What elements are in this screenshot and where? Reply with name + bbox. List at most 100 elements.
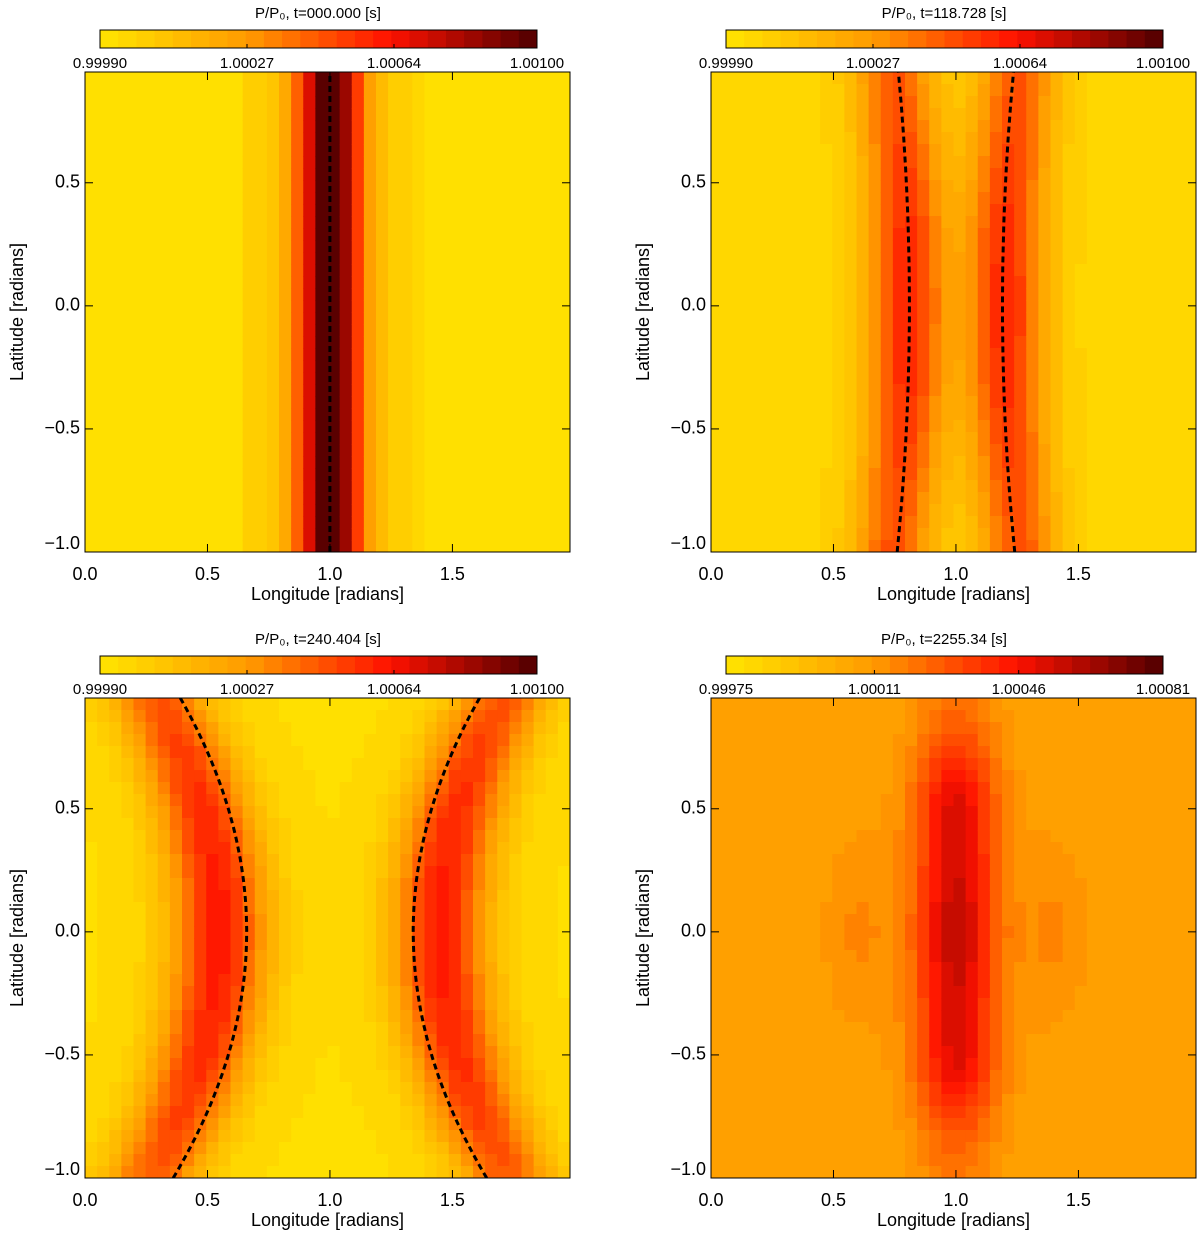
contour-cell (182, 770, 195, 783)
contour-cell (905, 528, 918, 541)
contour-cell (1111, 528, 1124, 541)
colorbar-tick-label: 1.00064 (367, 55, 421, 72)
contour-cell (1086, 96, 1100, 109)
contour-cell (230, 926, 244, 939)
contour-cell (521, 1010, 535, 1023)
contour-cell (85, 950, 98, 963)
contour-cell (291, 204, 304, 217)
contour-cell (169, 324, 183, 337)
contour-cell (339, 1058, 353, 1071)
contour-cell (97, 962, 110, 975)
contour-cell (376, 830, 389, 843)
contour-cell (1062, 192, 1076, 205)
contour-cell (436, 360, 450, 373)
contour-cell (941, 180, 955, 193)
contour-cell (533, 962, 547, 975)
contour-cell (473, 252, 486, 265)
contour-cell (844, 300, 858, 313)
contour-cell (1135, 300, 1149, 313)
contour-cell (194, 72, 207, 85)
contour-cell (266, 926, 280, 939)
contour-cell (460, 108, 474, 121)
contour-cell (485, 132, 498, 145)
contour-cell (388, 132, 401, 145)
contour-cell (497, 84, 510, 97)
contour-cell (473, 72, 486, 85)
contour-cell (533, 204, 547, 217)
colorbar-swatch (100, 30, 119, 48)
contour-cell (121, 794, 135, 807)
contour-cell (194, 192, 207, 205)
contour-cell (194, 1142, 207, 1155)
contour-cell (303, 962, 316, 975)
contour-cell (412, 144, 426, 157)
contour-cell (303, 902, 316, 915)
contour-cell (832, 288, 845, 301)
contour-cell (905, 504, 918, 517)
contour-cell (242, 914, 256, 927)
contour-cell (497, 1094, 510, 1107)
contour-cell (868, 528, 882, 541)
contour-cell (929, 516, 942, 529)
contour-cell (460, 710, 474, 723)
contour-cell (279, 528, 292, 541)
colorbar-swatch (172, 656, 192, 674)
contour-cell (85, 192, 98, 205)
contour-cell (242, 1010, 256, 1023)
contour-cell (711, 72, 724, 85)
contour-cell (376, 1106, 389, 1119)
contour-cell (121, 480, 135, 493)
contour-cell (121, 456, 135, 469)
contour-cell (460, 528, 474, 541)
contour-cell (206, 372, 219, 385)
contour-cell (109, 336, 122, 349)
contour-cell (242, 1046, 256, 1059)
contour-cell (1111, 72, 1124, 85)
contour-cell (509, 348, 523, 361)
contour-cell (1062, 528, 1076, 541)
contour-cell (917, 372, 930, 385)
contour-cell (1002, 348, 1015, 361)
contour-cell (254, 84, 268, 97)
contour-cell (1014, 84, 1027, 97)
contour-cell (412, 360, 426, 373)
contour-cell (1062, 156, 1076, 169)
contour-cell (1123, 192, 1136, 205)
contour-cell (97, 456, 110, 469)
contour-cell (279, 854, 292, 867)
contour-cell (400, 1046, 413, 1059)
contour-cell (521, 974, 535, 987)
contour-cell (977, 240, 991, 253)
contour-cell (194, 264, 207, 277)
contour-cell (953, 336, 967, 349)
contour-cell (109, 540, 122, 552)
contour-cell (509, 938, 523, 951)
contour-cell (351, 504, 365, 517)
contour-cell (497, 890, 510, 903)
contour-cell (747, 216, 761, 229)
contour-cell (929, 360, 942, 373)
contour-cell (279, 468, 292, 481)
contour-cell (723, 192, 736, 205)
contour-cell (388, 384, 401, 397)
contour-cell (485, 516, 498, 529)
contour-cell (485, 722, 498, 735)
contour-cell (85, 96, 98, 109)
contour-cell (521, 1166, 535, 1178)
contour-cell (1183, 168, 1196, 181)
contour-cell (218, 444, 232, 457)
contour-cell (1099, 372, 1112, 385)
contour-cell (218, 180, 232, 193)
contour-cell (533, 300, 547, 313)
contour-cell (424, 890, 438, 903)
contour-cell (917, 96, 930, 109)
contour-cell (1135, 192, 1149, 205)
contour-cell (892, 168, 906, 181)
contour-cell (254, 914, 268, 927)
contour-cell (545, 806, 559, 819)
contour-cell (436, 1058, 450, 1071)
contour-cell (929, 84, 942, 97)
contour-cell (844, 432, 858, 445)
contour-cell (771, 168, 785, 181)
contour-cell (303, 878, 316, 891)
